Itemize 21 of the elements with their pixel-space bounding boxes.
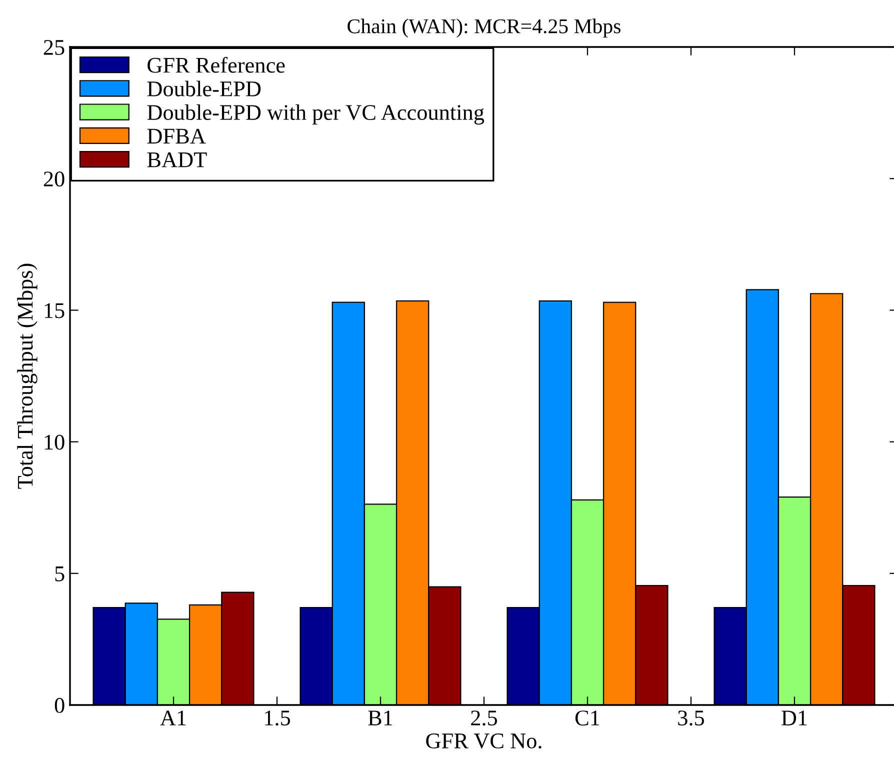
- x-tick-label: 3.5: [678, 710, 704, 726]
- x-tick-label: C1: [575, 710, 600, 726]
- y-tick-label: 10: [44, 434, 64, 450]
- y-axis-title: Total Throughput (Mbps): [17, 264, 38, 489]
- legend-label: DFBA: [147, 128, 206, 144]
- x-tick-label: A1: [160, 710, 186, 726]
- x-tick-label: B1: [368, 710, 392, 726]
- x-axis-title: GFR VC No.: [426, 733, 542, 749]
- chart-title: Chain (WAN): MCR=4.25 Mbps: [348, 18, 620, 38]
- y-tick-label: 20: [44, 172, 64, 187]
- legend-label: Double-EPD: [147, 80, 261, 96]
- legend-label: GFR Reference: [148, 56, 285, 73]
- y-tick-label: 5: [55, 566, 64, 582]
- x-tick-label: D1: [782, 710, 807, 726]
- y-tick-label: 0: [54, 698, 64, 713]
- y-tick-label: 25: [44, 40, 64, 55]
- x-tick-label: 1.5: [265, 710, 290, 726]
- legend-label: Double-EPD with per VC Accounting: [147, 104, 484, 125]
- x-tick-label: 2.5: [471, 710, 498, 726]
- legend-label: BADT: [147, 152, 207, 168]
- y-tick-label: 15: [44, 303, 64, 318]
